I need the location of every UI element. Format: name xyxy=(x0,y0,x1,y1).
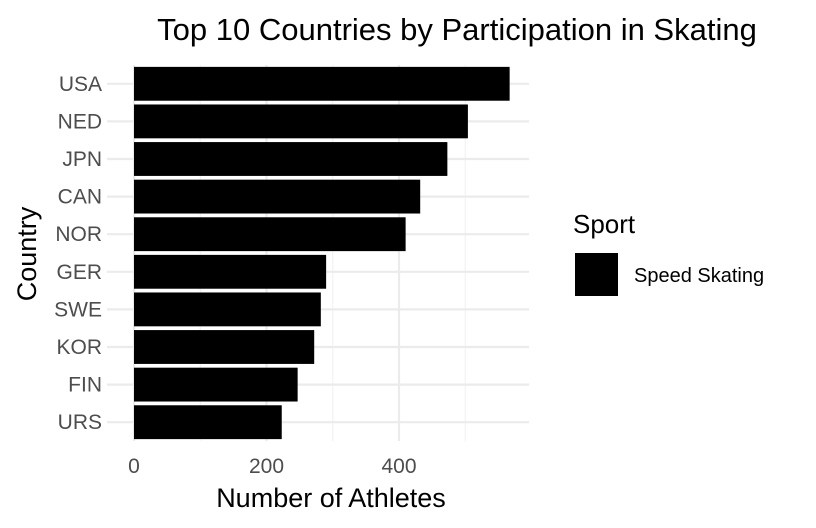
bar-ned xyxy=(134,104,468,139)
y-tick-label-usa: USA xyxy=(59,73,102,96)
bar-usa xyxy=(134,66,510,101)
legend-swatch-speed-skating xyxy=(575,253,618,296)
x-tick-label-0: 0 xyxy=(128,455,140,478)
bar-ger xyxy=(134,254,327,289)
y-axis-title: Country xyxy=(12,206,42,301)
y-tick-label-fin: FIN xyxy=(68,374,102,397)
x-tick-label-400: 400 xyxy=(381,455,416,478)
bar-jpn xyxy=(134,142,448,176)
legend-title: Sport xyxy=(573,209,636,239)
y-tick-label-nor: NOR xyxy=(55,223,102,246)
y-axis-ticks: USA NED JPN CAN NOR GER SWE KOR FIN URS xyxy=(54,73,102,434)
bar-kor xyxy=(134,330,315,364)
y-tick-label-can: CAN xyxy=(58,186,102,209)
y-tick-label-ger: GER xyxy=(56,261,102,284)
x-tick-label-200: 200 xyxy=(249,455,284,478)
y-tick-label-jpn: JPN xyxy=(62,148,102,171)
y-tick-label-urs: URS xyxy=(58,411,102,434)
x-axis-ticks: 0 200 400 xyxy=(128,455,416,478)
x-axis-title: Number of Athletes xyxy=(216,483,446,513)
bar-swe xyxy=(134,292,321,327)
bars xyxy=(134,66,510,440)
legend: Sport Speed Skating xyxy=(573,209,764,296)
legend-label-speed-skating: Speed Skating xyxy=(634,265,764,287)
y-tick-label-kor: KOR xyxy=(56,336,102,359)
bar-nor xyxy=(134,217,406,252)
bar-can xyxy=(134,179,421,214)
bar-urs xyxy=(134,405,282,440)
chart-title: Top 10 Countries by Participation in Ska… xyxy=(157,12,757,47)
y-tick-label-swe: SWE xyxy=(54,298,102,321)
y-tick-label-ned: NED xyxy=(58,110,102,133)
bar-fin xyxy=(134,367,298,402)
